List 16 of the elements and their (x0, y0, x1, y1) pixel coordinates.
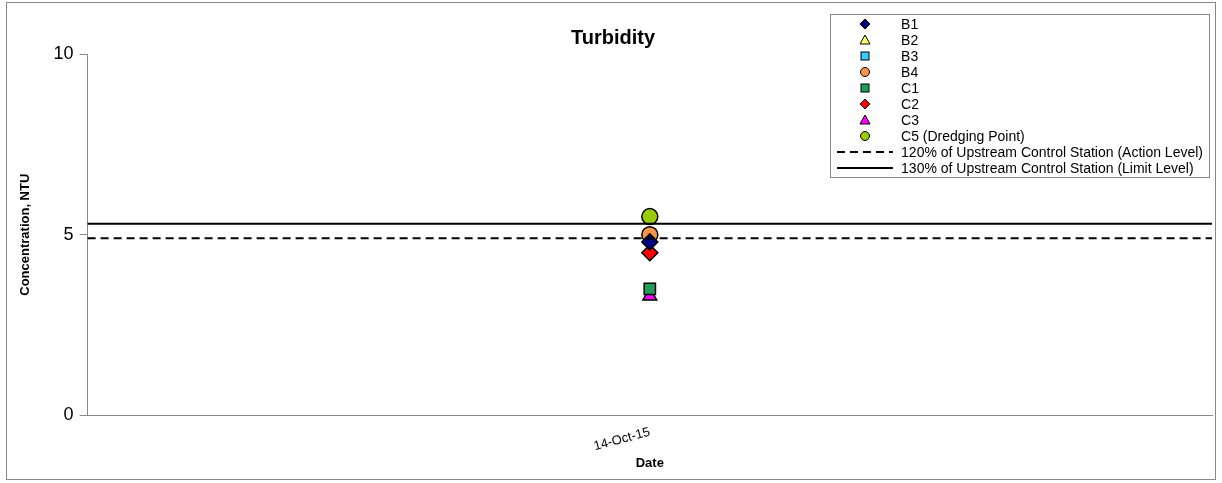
legend-label: B1 (901, 16, 919, 32)
legend-label: 130% of Upstream Control Station (Limit Level) (901, 160, 1194, 176)
y-tick-label: 5 (63, 223, 74, 244)
y-tick-label: 0 (63, 404, 74, 425)
legend-label: C5 (Dredging Point) (901, 128, 1025, 144)
legend-label: B4 (901, 64, 919, 80)
chart-title: Turbidity (570, 25, 656, 48)
y-tick-label: 10 (53, 42, 74, 63)
y-axis-title: Concentration, NTU (17, 173, 33, 296)
legend-label: B3 (901, 48, 919, 64)
legend-label: 120% of Upstream Control Station (Action Level) (901, 144, 1203, 160)
legend-label: C2 (901, 96, 919, 112)
legend-label: C1 (901, 80, 919, 96)
legend-label: C3 (901, 112, 919, 128)
x-axis-title: Date (635, 454, 664, 470)
legend-label: B2 (901, 32, 919, 48)
